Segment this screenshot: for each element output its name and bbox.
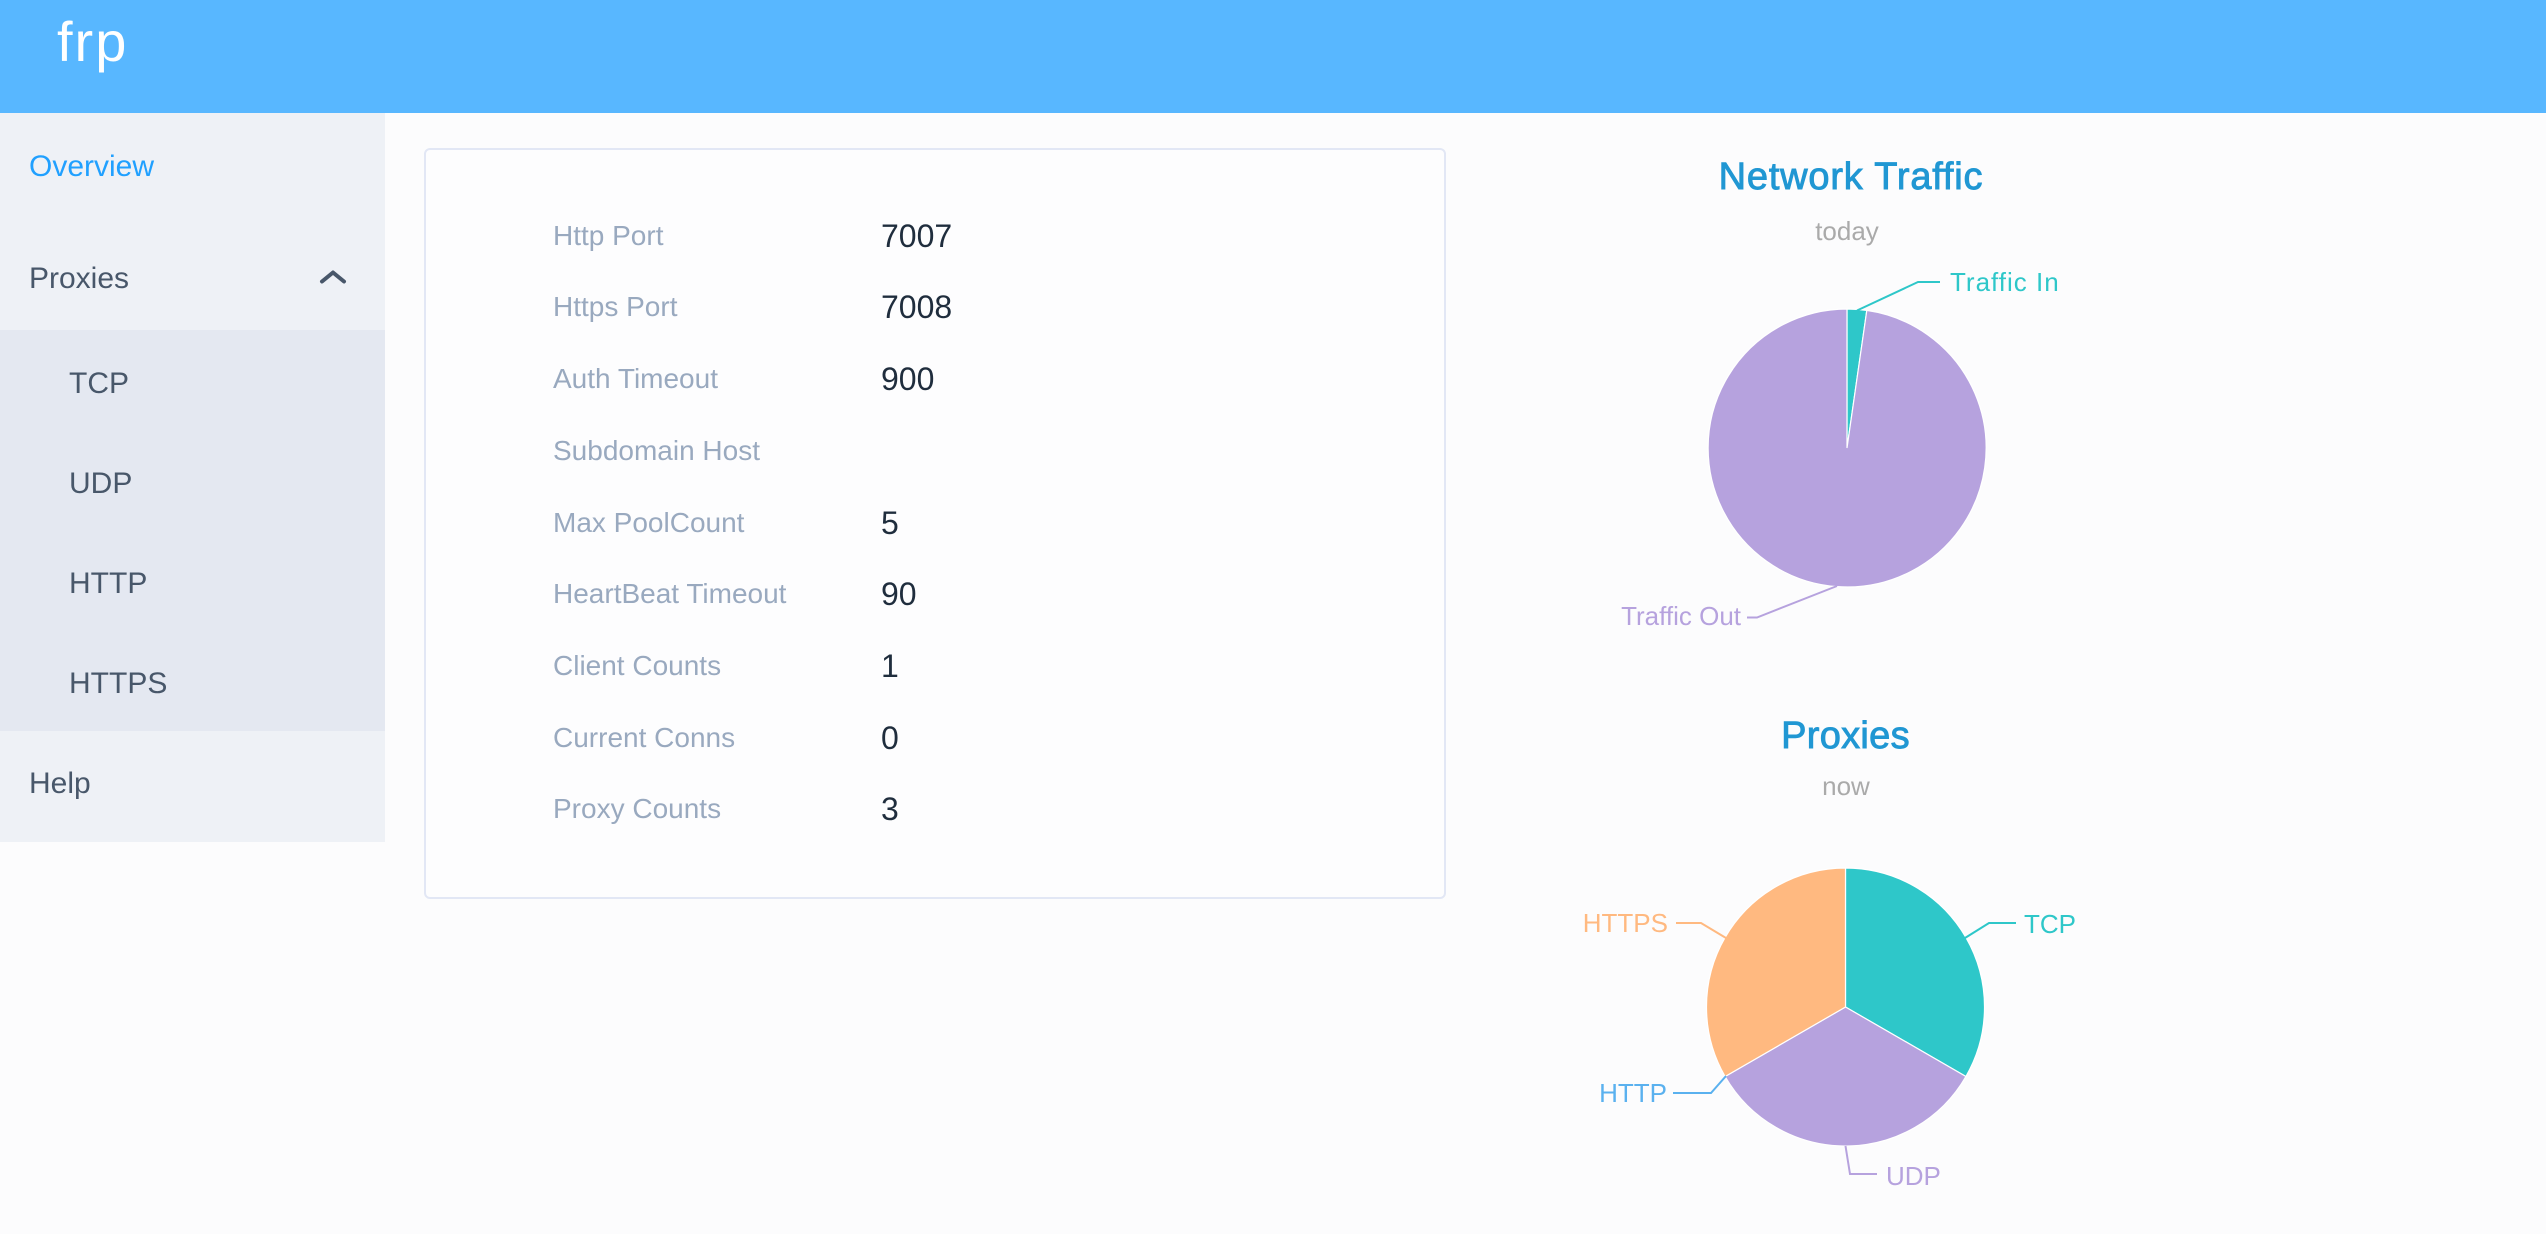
svg-text:now: now — [1822, 771, 1870, 801]
svg-text:Traffic Out: Traffic Out — [1621, 601, 1742, 631]
svg-text:today: today — [1815, 216, 1879, 246]
svg-text:Network Traffic: Network Traffic — [1719, 156, 1984, 198]
svg-text:TCP: TCP — [2024, 909, 2076, 939]
svg-text:Proxies: Proxies — [1781, 715, 1910, 757]
svg-text:HTTP: HTTP — [1599, 1078, 1667, 1108]
svg-text:HTTPS: HTTPS — [1583, 908, 1668, 938]
svg-text:UDP: UDP — [1886, 1161, 1941, 1191]
svg-text:Traffic In: Traffic In — [1950, 267, 2060, 297]
